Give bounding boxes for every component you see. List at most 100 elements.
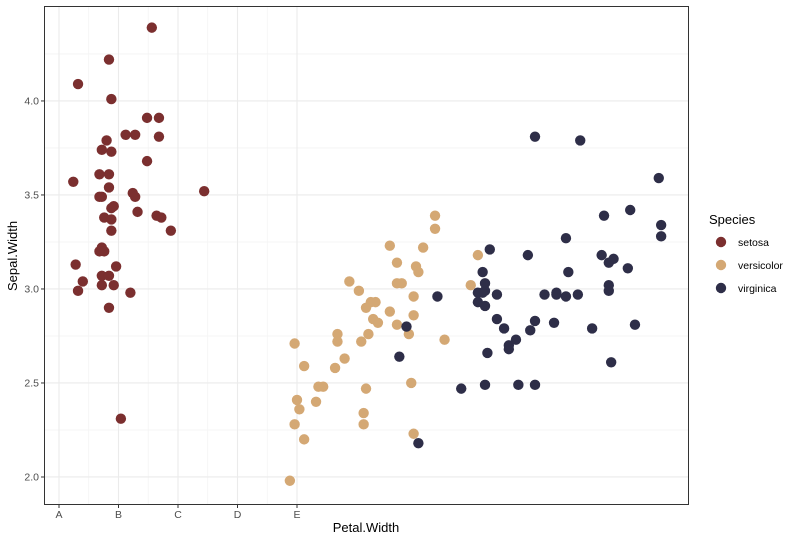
data-point-versicolor bbox=[360, 302, 372, 313]
data-point-virginica bbox=[560, 233, 572, 244]
data-point-setosa bbox=[141, 112, 153, 124]
data-point-virginica bbox=[482, 347, 493, 359]
data-point-versicolor bbox=[310, 396, 322, 407]
data-point-versicolor bbox=[353, 285, 365, 297]
data-point-setosa bbox=[103, 169, 115, 180]
data-point-virginica bbox=[625, 204, 636, 216]
data-point-versicolor bbox=[298, 434, 310, 445]
data-point-versicolor bbox=[339, 353, 350, 364]
x-tick-label: C bbox=[174, 509, 182, 521]
data-point-virginica bbox=[529, 131, 541, 142]
legend-key-virginica bbox=[715, 282, 727, 294]
data-point-virginica bbox=[491, 289, 503, 300]
data-point-setosa bbox=[106, 225, 117, 236]
data-point-versicolor bbox=[413, 266, 424, 278]
y-tick-label: 3.0 bbox=[24, 283, 39, 295]
data-point-versicolor bbox=[391, 319, 403, 330]
data-point-virginica bbox=[572, 289, 584, 300]
legend-title: Species bbox=[709, 212, 756, 227]
data-point-setosa bbox=[146, 22, 158, 33]
data-point-virginica bbox=[655, 219, 667, 231]
data-point-versicolor bbox=[344, 276, 355, 287]
data-point-virginica bbox=[394, 351, 405, 362]
data-point-virginica bbox=[655, 231, 667, 242]
data-point-setosa bbox=[129, 191, 141, 203]
legend-key-versicolor bbox=[715, 259, 727, 271]
data-points bbox=[68, 22, 667, 486]
data-point-versicolor bbox=[294, 404, 305, 415]
data-point-virginica bbox=[529, 315, 541, 327]
x-tick-label: B bbox=[115, 509, 122, 521]
data-point-setosa bbox=[106, 202, 117, 214]
y-axis-title: Sepal.Width bbox=[5, 221, 20, 291]
data-point-virginica bbox=[479, 300, 491, 312]
data-point-versicolor bbox=[372, 317, 384, 329]
legend: Species setosa versicolor virginica bbox=[709, 212, 783, 295]
data-point-versicolor bbox=[384, 306, 396, 317]
x-tick-label: E bbox=[293, 509, 300, 521]
data-point-virginica bbox=[598, 210, 610, 221]
y-tick-label: 2.0 bbox=[24, 471, 39, 483]
legend-label-versicolor: versicolor bbox=[738, 260, 783, 272]
data-point-virginica bbox=[484, 244, 495, 255]
data-point-setosa bbox=[99, 246, 110, 257]
data-point-virginica bbox=[510, 334, 522, 345]
data-point-virginica bbox=[548, 317, 560, 329]
data-point-setosa bbox=[110, 261, 122, 272]
x-tick-label: D bbox=[234, 509, 242, 521]
data-point-setosa bbox=[96, 270, 108, 282]
data-point-versicolor bbox=[284, 475, 296, 486]
data-point-versicolor bbox=[417, 242, 429, 253]
data-point-versicolor bbox=[370, 296, 381, 308]
data-point-versicolor bbox=[472, 249, 484, 261]
data-point-versicolor bbox=[289, 419, 300, 430]
data-point-virginica bbox=[479, 379, 491, 391]
data-point-setosa bbox=[96, 144, 108, 156]
data-point-versicolor bbox=[429, 223, 441, 235]
data-point-versicolor bbox=[408, 291, 419, 302]
data-point-setosa bbox=[68, 176, 79, 187]
data-point-setosa bbox=[132, 206, 143, 218]
data-point-virginica bbox=[539, 289, 550, 300]
data-point-setosa bbox=[77, 276, 88, 287]
data-point-versicolor bbox=[408, 428, 419, 439]
data-point-virginica bbox=[603, 257, 614, 268]
data-point-virginica bbox=[432, 291, 443, 302]
data-point-setosa bbox=[96, 280, 108, 291]
data-point-versicolor bbox=[406, 377, 417, 389]
data-point-virginica bbox=[503, 343, 515, 355]
data-point-setosa bbox=[156, 212, 167, 223]
data-point-versicolor bbox=[298, 360, 310, 372]
data-point-setosa bbox=[120, 129, 131, 140]
data-point-setosa bbox=[165, 225, 177, 236]
data-point-setosa bbox=[70, 259, 81, 270]
data-point-virginica bbox=[491, 313, 503, 325]
data-point-virginica bbox=[477, 287, 488, 298]
data-point-virginica bbox=[529, 379, 541, 391]
data-point-virginica bbox=[551, 287, 562, 298]
data-point-versicolor bbox=[391, 257, 403, 268]
data-point-setosa bbox=[96, 191, 108, 203]
data-point-setosa bbox=[153, 131, 165, 142]
data-point-virginica bbox=[498, 323, 510, 334]
y-tick-label: 2.5 bbox=[24, 377, 39, 389]
data-point-versicolor bbox=[358, 407, 369, 419]
data-point-versicolor bbox=[408, 310, 419, 321]
data-point-virginica bbox=[596, 249, 607, 261]
data-point-setosa bbox=[72, 285, 84, 297]
plot-panel-border bbox=[44, 6, 689, 505]
data-point-setosa bbox=[129, 129, 141, 140]
y-tick-label: 4.0 bbox=[24, 95, 39, 107]
data-point-versicolor bbox=[332, 328, 343, 340]
data-point-virginica bbox=[605, 357, 617, 368]
data-point-virginica bbox=[603, 285, 614, 297]
data-point-versicolor bbox=[329, 362, 341, 374]
data-point-virginica bbox=[629, 319, 641, 330]
data-point-setosa bbox=[72, 78, 84, 90]
data-point-setosa bbox=[141, 155, 153, 167]
legend-label-setosa: setosa bbox=[738, 237, 769, 249]
data-point-versicolor bbox=[317, 381, 329, 392]
data-point-setosa bbox=[101, 135, 112, 146]
data-point-virginica bbox=[622, 263, 634, 274]
